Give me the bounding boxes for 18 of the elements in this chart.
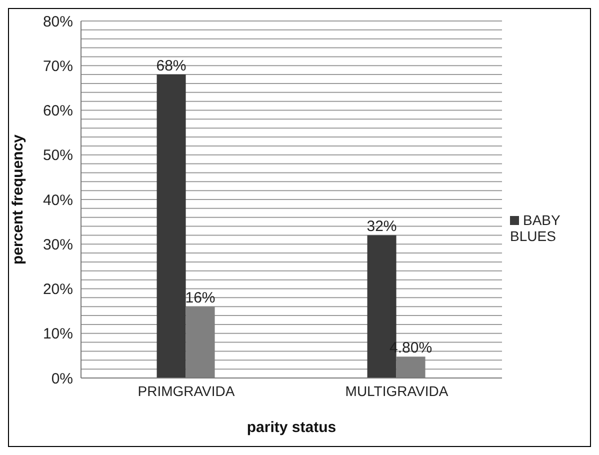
y-tick-label: 10% xyxy=(42,326,73,343)
y-axis-title: percent frequency xyxy=(9,134,26,265)
data-label: 32% xyxy=(366,218,397,236)
data-label: 16% xyxy=(185,290,216,307)
x-axis-title: parity status xyxy=(246,419,336,436)
y-tick-label: 50% xyxy=(42,147,73,164)
x-tick-label: PRIMGRAVIDA xyxy=(138,382,236,399)
x-tick-label: MULTIGRAVIDA xyxy=(345,382,449,399)
y-tick-label: 40% xyxy=(42,192,73,209)
legend-label: BABY BLUES xyxy=(510,212,560,244)
y-tick-label: 20% xyxy=(42,281,73,298)
bar xyxy=(156,74,186,378)
data-label: 68% xyxy=(156,58,186,75)
y-tick-label: 70% xyxy=(42,58,73,75)
y-tick-label: 80% xyxy=(42,13,73,30)
y-tick-label: 60% xyxy=(42,102,73,120)
y-tick-label: 30% xyxy=(42,236,73,254)
y-tick-label: 0% xyxy=(51,370,73,388)
